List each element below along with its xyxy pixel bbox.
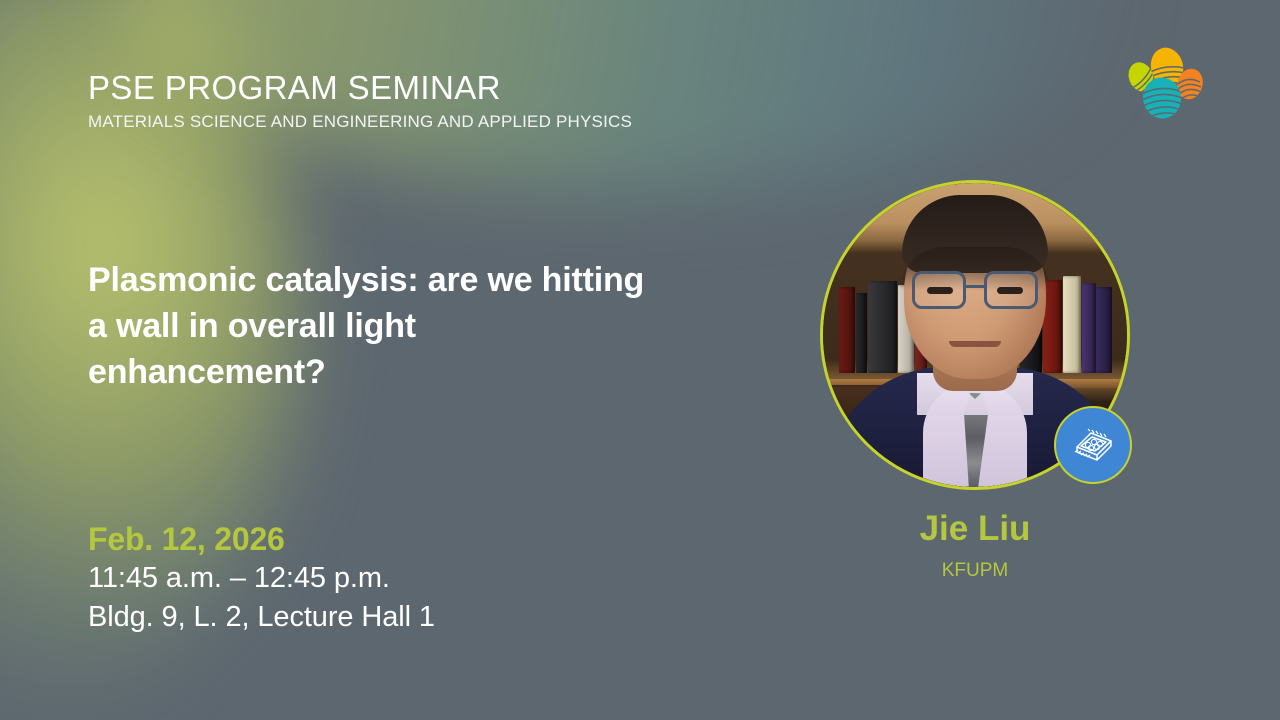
program-title: PSE PROGRAM SEMINAR bbox=[88, 69, 501, 106]
photo-ring bbox=[820, 180, 1130, 490]
program-subtitle: MATERIALS SCIENCE AND ENGINEERING AND AP… bbox=[88, 111, 633, 131]
event-date: Feb. 12, 2026 bbox=[88, 521, 285, 557]
slide-header: PSE PROGRAM SEMINAR MATERIALS SCIENCE AN… bbox=[88, 70, 632, 132]
talk-title: Plasmonic catalysis: are we hitting a wa… bbox=[88, 261, 645, 391]
speaker-info: Jie Liu KFUPM bbox=[820, 509, 1130, 582]
microchip-icon bbox=[1074, 428, 1112, 461]
event-location: Bldg. 9, L. 2, Lecture Hall 1 bbox=[88, 600, 435, 633]
event-time: 11:45 a.m. – 12:45 p.m. bbox=[88, 562, 390, 595]
speaker-affiliation: KFUPM bbox=[941, 559, 1009, 581]
speaker-name: Jie Liu bbox=[919, 509, 1031, 548]
microchip-badge bbox=[1054, 406, 1132, 484]
kaust-logo-svg bbox=[1128, 47, 1203, 119]
event-details: Feb. 12, 2026 11:45 a.m. – 12:45 p.m. Bl… bbox=[88, 519, 435, 636]
kaust-logo bbox=[1120, 44, 1212, 122]
logo-petal-teal bbox=[1141, 77, 1183, 119]
speaker-photo bbox=[820, 180, 1132, 490]
